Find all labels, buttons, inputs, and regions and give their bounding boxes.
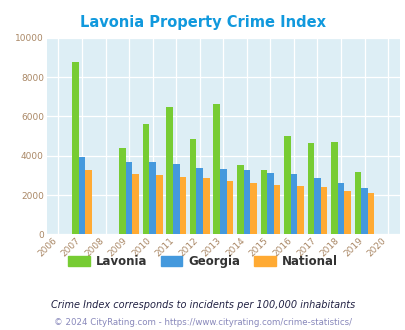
Bar — [226, 181, 232, 234]
Bar — [72, 61, 79, 234]
Bar — [343, 191, 350, 234]
Bar — [213, 104, 220, 234]
Bar — [367, 193, 373, 234]
Bar — [132, 175, 139, 234]
Bar — [196, 168, 202, 234]
Bar — [360, 188, 367, 234]
Bar — [266, 174, 273, 234]
Bar — [330, 142, 337, 234]
Bar — [126, 162, 132, 234]
Legend: Lavonia, Georgia, National: Lavonia, Georgia, National — [64, 250, 341, 273]
Bar — [260, 170, 266, 234]
Bar — [243, 170, 249, 234]
Bar — [119, 148, 126, 234]
Bar — [202, 178, 209, 234]
Bar — [190, 139, 196, 234]
Bar — [143, 124, 149, 234]
Bar — [273, 185, 279, 234]
Bar — [307, 143, 313, 234]
Bar — [290, 175, 296, 234]
Text: Lavonia Property Crime Index: Lavonia Property Crime Index — [80, 15, 325, 30]
Bar — [237, 165, 243, 234]
Bar — [166, 107, 173, 234]
Bar — [313, 178, 320, 234]
Bar — [156, 176, 162, 234]
Bar — [179, 177, 185, 234]
Bar — [85, 170, 92, 234]
Bar — [284, 136, 290, 234]
Bar — [249, 183, 256, 234]
Bar — [296, 186, 303, 234]
Bar — [337, 183, 343, 234]
Bar — [320, 187, 326, 234]
Bar — [173, 164, 179, 234]
Bar — [220, 169, 226, 234]
Text: Crime Index corresponds to incidents per 100,000 inhabitants: Crime Index corresponds to incidents per… — [51, 300, 354, 310]
Bar — [354, 173, 360, 234]
Bar — [79, 157, 85, 234]
Bar — [149, 162, 156, 234]
Text: © 2024 CityRating.com - https://www.cityrating.com/crime-statistics/: © 2024 CityRating.com - https://www.city… — [54, 318, 351, 327]
